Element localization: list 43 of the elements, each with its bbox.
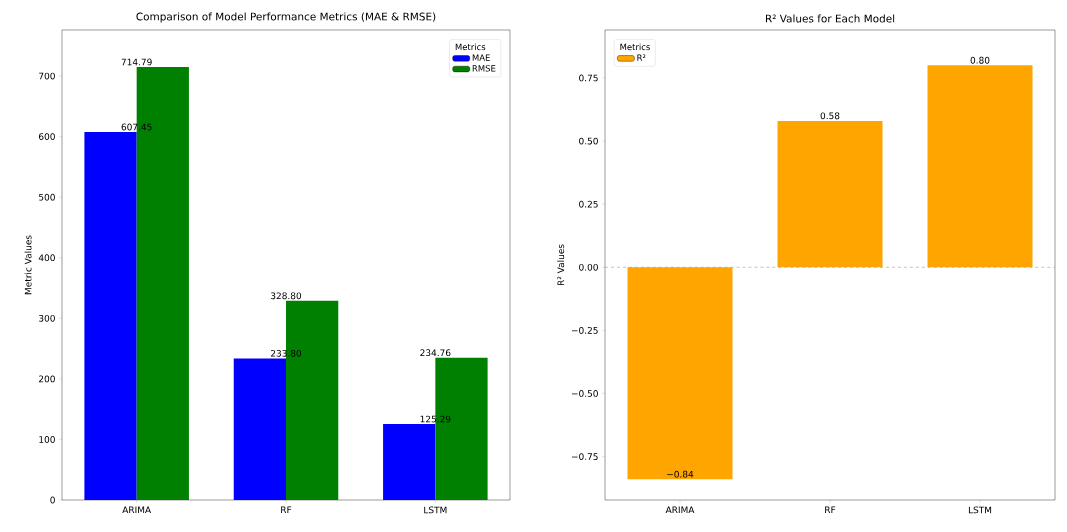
x-tick-label: LSTM xyxy=(424,506,447,514)
data-label: −0.84 xyxy=(667,470,694,478)
legend-label: RMSE xyxy=(472,65,496,72)
data-label: 714.79 xyxy=(121,58,152,66)
data-label: 0.58 xyxy=(820,112,840,120)
x-tick-label: LSTM xyxy=(968,506,992,514)
y-tick-label: 0.75 xyxy=(579,74,598,82)
y-tick-label: 0.00 xyxy=(579,263,598,271)
y-tick-label: 400 xyxy=(38,254,55,262)
y-tick-label: 200 xyxy=(39,375,55,383)
y-tick-label: 0.25 xyxy=(579,200,598,208)
y-tick-label: 700 xyxy=(39,72,55,80)
bar xyxy=(627,267,733,480)
y-tick-label: 300 xyxy=(39,314,55,322)
bar xyxy=(84,132,137,500)
y-axis-title: Metric Values xyxy=(24,235,32,295)
x-tick-label: RF xyxy=(281,506,292,514)
legend-title: Metrics xyxy=(455,43,486,51)
y-tick-label: 600 xyxy=(38,133,55,140)
y-tick-label: −0.25 xyxy=(571,326,598,334)
y-tick-label: 0.50 xyxy=(579,137,598,145)
bar xyxy=(927,65,1033,268)
y-tick-label: −0.50 xyxy=(571,390,598,397)
bar xyxy=(233,358,286,500)
y-axis-title: R² Values xyxy=(557,244,565,286)
y-tick-label: −0.75 xyxy=(571,453,598,460)
data-label: 328.80 xyxy=(271,292,302,300)
y-tick-label: 500 xyxy=(39,193,55,201)
x-tick-label: ARIMA xyxy=(122,506,152,514)
chart-title: R² Values for Each Model xyxy=(765,14,895,23)
legend-label: MAE xyxy=(472,54,490,61)
data-label: 233.80 xyxy=(270,349,302,357)
y-tick-label: 100 xyxy=(39,436,55,443)
legend-title: Metrics xyxy=(620,43,650,51)
x-tick-label: ARIMA xyxy=(665,506,695,514)
y-tick-label: 0 xyxy=(50,496,55,504)
bar xyxy=(777,120,883,268)
chart-title: Comparison of Model Performance Metrics (MAE & RMSE) xyxy=(136,12,436,23)
data-label: 0.80 xyxy=(970,56,990,64)
x-tick-label: RF xyxy=(825,506,836,514)
legend-label: R² xyxy=(637,54,646,61)
bar xyxy=(383,424,436,500)
data-label: 234.76 xyxy=(420,349,451,357)
